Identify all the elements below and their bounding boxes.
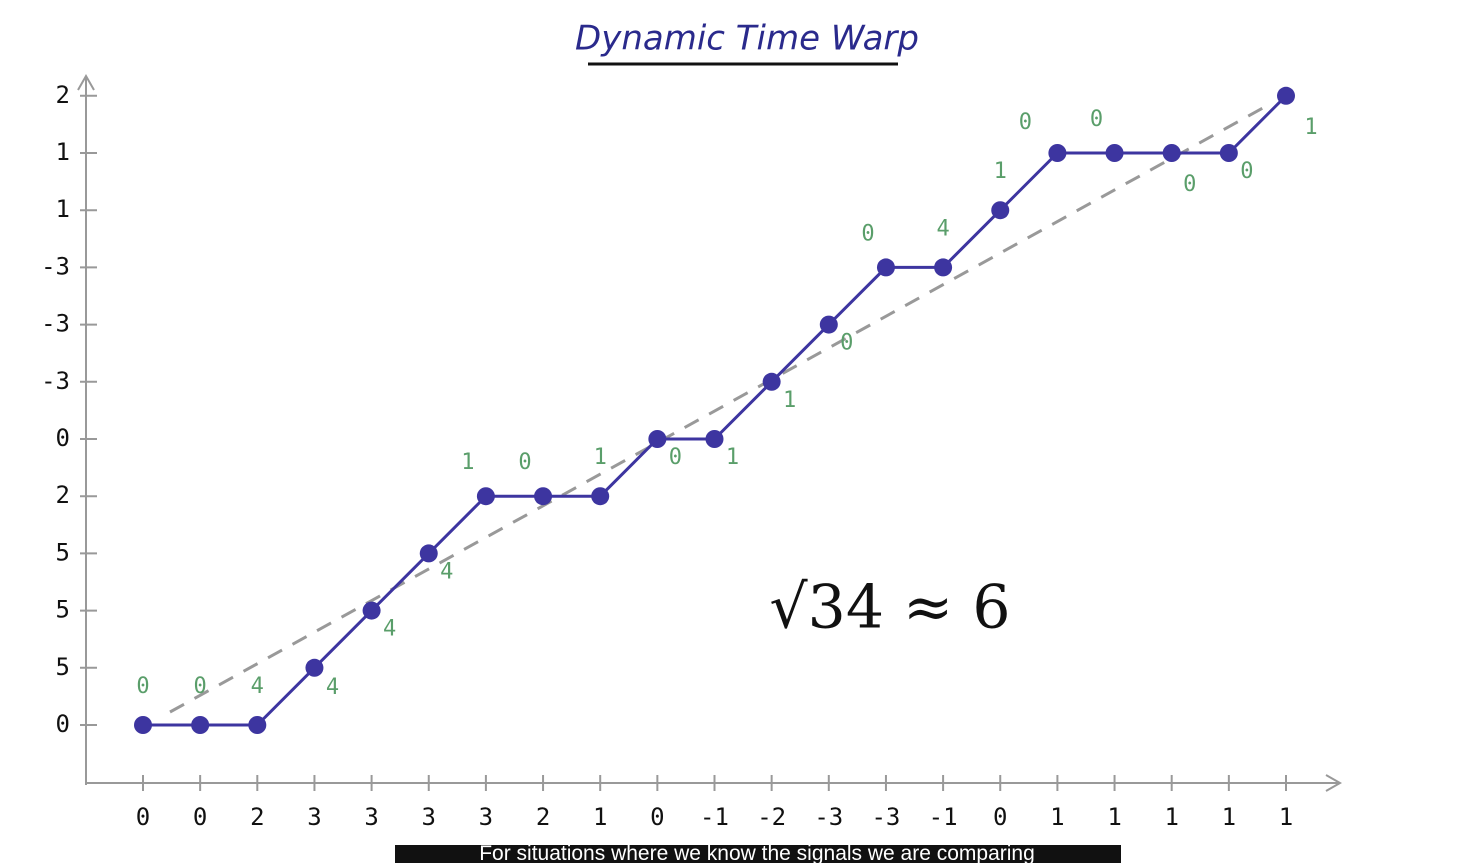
cost-label: 0: [136, 674, 149, 699]
path-point: [476, 487, 495, 506]
formula: √34 ≈ 6: [769, 573, 1010, 643]
cost-label: 0: [1019, 110, 1032, 135]
path-point: [648, 430, 667, 448]
cost-label: 4: [936, 216, 949, 241]
path-point: [534, 487, 553, 506]
x-label: -3: [814, 803, 843, 831]
y-label: 0: [56, 424, 70, 452]
cost-label: 0: [840, 331, 853, 356]
path-point: [705, 430, 724, 448]
cost-label: 0: [194, 674, 207, 699]
cost-label: 0: [1240, 159, 1253, 184]
path-point: [305, 658, 324, 677]
x-label: 0: [650, 803, 664, 831]
path-point: [591, 487, 610, 506]
diagonal-reference: [169, 102, 1271, 714]
y-label: -3: [41, 367, 70, 395]
cost-label: 4: [326, 675, 339, 700]
cost-label: 1: [1304, 115, 1317, 140]
x-label: -1: [700, 803, 729, 831]
y-label: 1: [56, 138, 70, 166]
x-label: 3: [307, 803, 321, 831]
x-label: 2: [250, 803, 264, 831]
x-label: 2: [536, 803, 550, 831]
cost-label: 1: [726, 445, 739, 470]
cost-label: 0: [669, 445, 682, 470]
cost-label: 1: [594, 445, 607, 470]
cost-label: 4: [383, 617, 396, 642]
x-label: -1: [929, 803, 958, 831]
path-point: [191, 716, 210, 734]
y-label: 1: [56, 195, 70, 223]
path-point: [419, 544, 438, 563]
cost-label: 0: [1090, 107, 1103, 132]
path-point: [1162, 144, 1181, 162]
cost-label: 0: [1183, 172, 1196, 197]
x-label: 1: [1050, 803, 1064, 831]
path-point: [362, 601, 381, 620]
cost-label: 1: [994, 159, 1007, 184]
path-point: [876, 258, 895, 277]
path-point: [1277, 86, 1295, 105]
path-point: [1105, 144, 1124, 162]
x-arrow: [1325, 774, 1343, 792]
cost-label: 4: [251, 674, 264, 699]
x-label: 3: [422, 803, 436, 831]
path-point: [248, 716, 267, 734]
cost-label: 4: [440, 559, 453, 584]
x-label: 1: [1164, 803, 1178, 831]
cost-label: 1: [783, 388, 796, 413]
x-label: 3: [479, 803, 493, 831]
x-label: 1: [1107, 803, 1121, 831]
y-label: 2: [56, 81, 70, 109]
y-label: 0: [56, 710, 70, 738]
path-point: [1048, 144, 1067, 162]
x-label: 0: [193, 803, 207, 831]
x-label: -2: [757, 803, 786, 831]
x-label: 1: [1279, 803, 1293, 831]
x-label: 0: [993, 803, 1007, 831]
x-label: 3: [364, 803, 378, 831]
path-point: [819, 315, 838, 334]
y-label: 5: [56, 653, 70, 681]
x-label: 1: [593, 803, 607, 831]
y-label: -3: [41, 310, 70, 338]
y-arrow: [77, 73, 95, 91]
cost-label: 0: [861, 221, 874, 246]
y-label: 5: [56, 596, 70, 624]
y-label: -3: [41, 252, 70, 280]
path-point: [762, 372, 781, 391]
path-point: [1219, 144, 1238, 162]
caption: For situations where we know the signals…: [479, 842, 1035, 863]
path-point: [991, 201, 1010, 220]
path-point: [134, 716, 152, 734]
x-label: 0: [136, 803, 150, 831]
caption-box: [395, 845, 1121, 863]
cost-label: 0: [518, 450, 531, 475]
cost-label: 1: [461, 450, 474, 475]
x-label: -3: [871, 803, 900, 831]
y-label: 5: [56, 538, 70, 566]
title: Dynamic Time Warp: [575, 19, 919, 59]
x-label: 1: [1222, 803, 1236, 831]
path-point: [934, 258, 953, 277]
y-label: 2: [56, 481, 70, 509]
